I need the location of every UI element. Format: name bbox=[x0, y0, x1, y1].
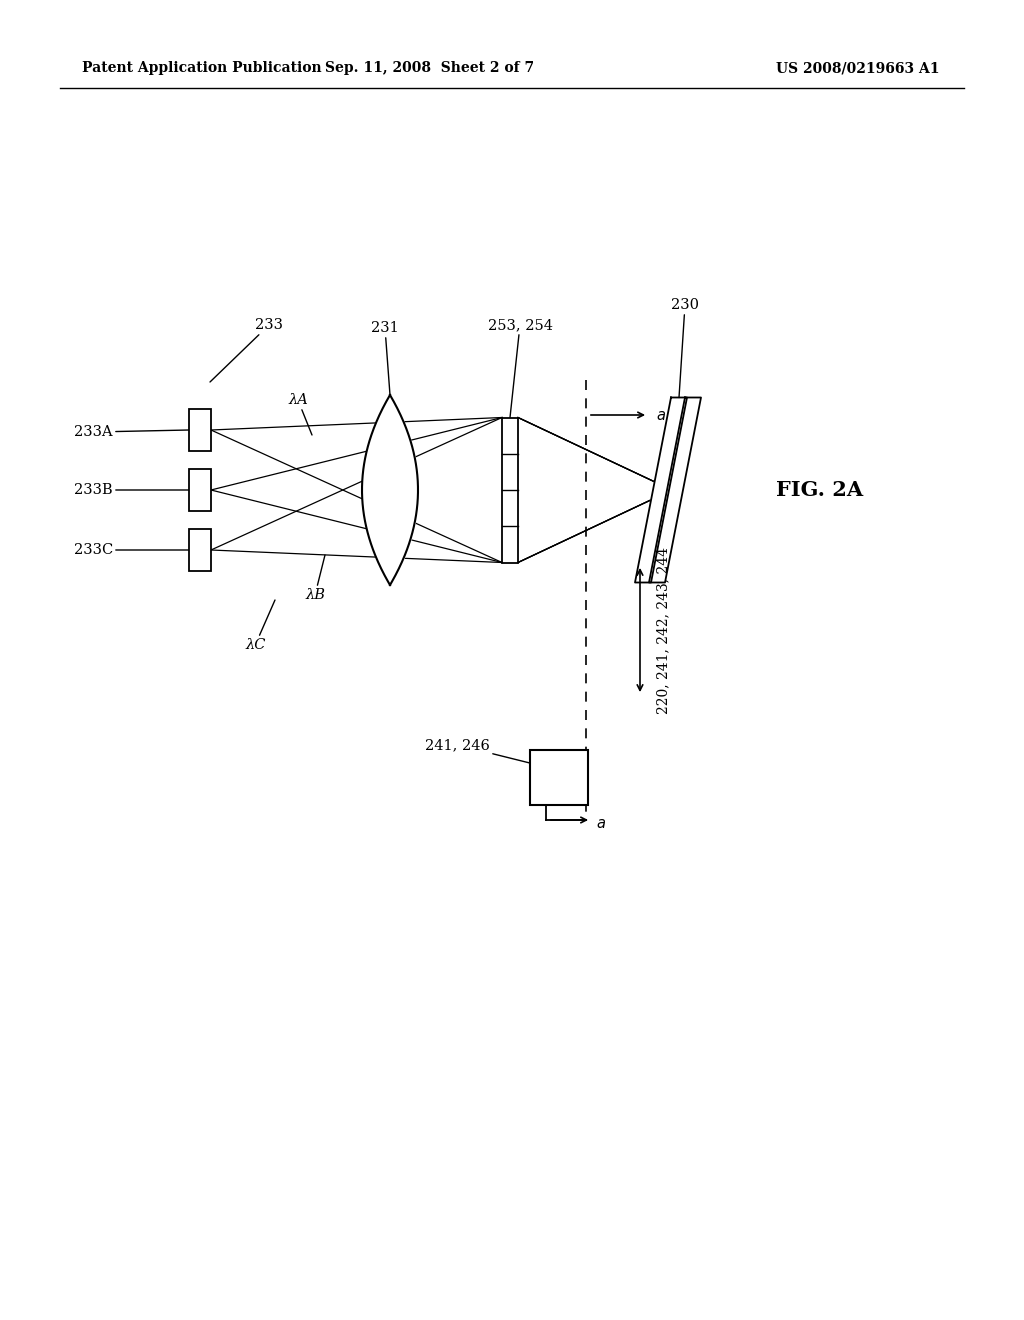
Text: a: a bbox=[656, 408, 665, 422]
Text: 230: 230 bbox=[671, 298, 699, 397]
Text: 231: 231 bbox=[371, 321, 399, 395]
Text: λA: λA bbox=[288, 393, 312, 436]
Text: Patent Application Publication: Patent Application Publication bbox=[82, 61, 322, 75]
Bar bbox=[502, 417, 518, 562]
Text: λB: λB bbox=[305, 554, 325, 602]
Text: 253, 254: 253, 254 bbox=[487, 318, 553, 417]
Text: US 2008/0219663 A1: US 2008/0219663 A1 bbox=[776, 61, 940, 75]
Bar bbox=[189, 409, 211, 451]
Text: FIG. 2A: FIG. 2A bbox=[776, 480, 863, 500]
Bar bbox=[189, 529, 211, 572]
Text: 233: 233 bbox=[210, 318, 283, 381]
Text: Sep. 11, 2008  Sheet 2 of 7: Sep. 11, 2008 Sheet 2 of 7 bbox=[326, 61, 535, 75]
Polygon shape bbox=[635, 397, 687, 582]
Bar bbox=[530, 750, 588, 805]
Text: 241, 246: 241, 246 bbox=[425, 738, 588, 777]
Text: λC: λC bbox=[245, 601, 275, 652]
Text: 233B: 233B bbox=[75, 483, 189, 498]
Bar bbox=[189, 469, 211, 511]
Text: 220, 241, 242, 243, 244: 220, 241, 242, 243, 244 bbox=[656, 546, 670, 714]
Text: a: a bbox=[596, 816, 605, 830]
Polygon shape bbox=[649, 397, 701, 582]
Text: 233A: 233A bbox=[75, 425, 189, 440]
Text: 233C: 233C bbox=[74, 543, 189, 557]
